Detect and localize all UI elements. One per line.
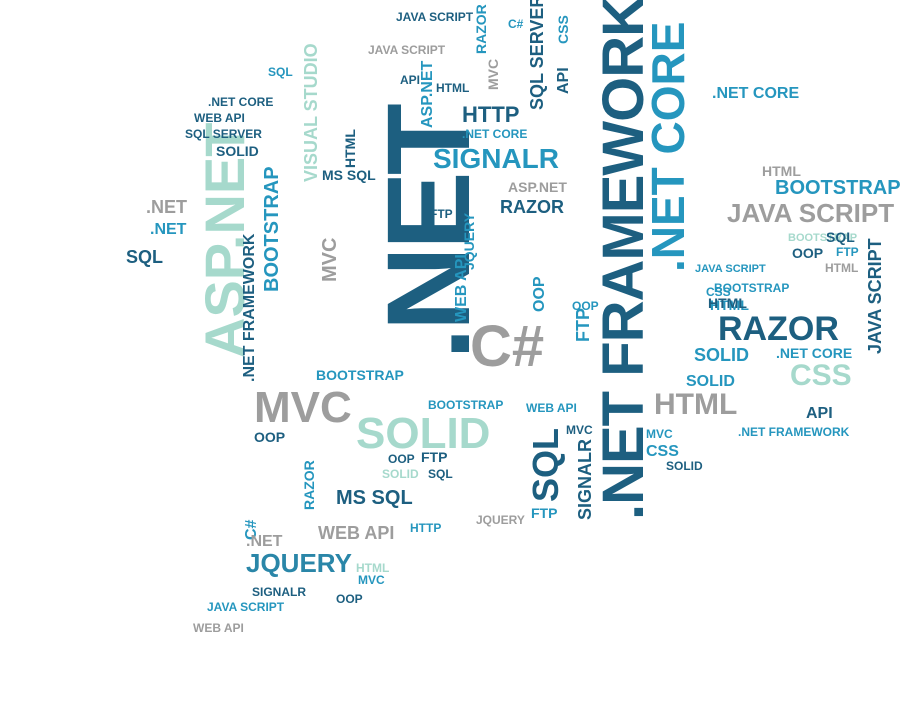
- word-html-vertical: HTML: [342, 129, 358, 168]
- word-sql-large: SQL: [525, 427, 566, 502]
- word-bootstrap-vertical: BOOTSTRAP: [261, 166, 283, 292]
- word-html-large: HTML: [654, 388, 738, 421]
- word-solid-medium-2: SOLID: [686, 373, 735, 390]
- word-web-api-bottom: WEB API: [193, 621, 244, 635]
- word-mvc-medium: MVC: [319, 237, 341, 282]
- word-csharp-large: C#: [470, 314, 545, 379]
- word-http-mid: HTTP: [410, 521, 442, 535]
- word-mvc-large: MVC: [254, 383, 352, 432]
- word-sql-top: SQL: [268, 65, 293, 79]
- word-html-small: HTML: [710, 297, 749, 313]
- word-java-script-vertical: JAVA SCRIPT: [865, 238, 885, 354]
- word-bootstrap: BOOTSTRAP: [775, 177, 901, 199]
- word-visual-studio-vertical: VISUAL STUDIO: [301, 43, 321, 182]
- word-jquery-large: JQUERY: [246, 548, 352, 578]
- word-mvc-mid-2: MVC: [646, 427, 673, 441]
- word-html-right: HTML: [708, 295, 747, 311]
- word-solid-medium: SOLID: [694, 345, 750, 365]
- word-asp-net-mid: ASP.NET: [508, 179, 567, 195]
- word-net-left-grey: .NET: [146, 197, 188, 217]
- word-sql-mid: SQL: [428, 467, 453, 481]
- word-css-medium: CSS: [646, 443, 679, 460]
- word-api-right: API: [806, 405, 833, 422]
- word-api-medium: API: [555, 67, 572, 94]
- word-ms-sql-small: MS SQL: [322, 167, 376, 183]
- word-java-script-top: JAVA SCRIPT: [396, 10, 474, 24]
- word-net-bottom: .NET: [246, 533, 283, 550]
- word-java-script-right: JAVA SCRIPT: [695, 263, 766, 275]
- word-razor-large: RAZOR: [718, 310, 839, 348]
- word-ftp-mid: FTP: [430, 207, 453, 221]
- word-net-framework-vertical: .NET FRAMEWORK: [241, 233, 258, 382]
- word-oop-bottom: OOP: [336, 592, 363, 606]
- word-http: HTTP: [462, 102, 520, 127]
- word-java-script-bottom: JAVA SCRIPT: [207, 600, 285, 614]
- word-net-framework-right: .NET FRAMEWORK: [738, 425, 850, 439]
- word-web-api-left: WEB API: [194, 111, 245, 125]
- word-web-api-mid: WEB API: [526, 401, 577, 415]
- word-bootstrap-small: BOOTSTRAP: [316, 367, 404, 383]
- word-css-mid-right: CSS: [706, 285, 731, 299]
- word-bootstrap-mid: BOOTSTRAP: [714, 281, 790, 295]
- word-net-left: .NET: [150, 221, 187, 238]
- word-solid-left: SOLID: [216, 143, 259, 159]
- word-net-core-right: .NET CORE: [776, 345, 853, 361]
- word-razor-medium: RAZOR: [500, 197, 564, 217]
- word-mvc-mid: MVC: [566, 423, 593, 437]
- word-oop-right: OOP: [792, 245, 824, 261]
- word-sql-server-vertical: SQL SERVER: [527, 0, 547, 110]
- word-razor-vertical: RAZOR: [301, 460, 317, 510]
- word-sql-medium: SQL: [126, 247, 164, 267]
- word-bootstrap-right: BOOTSTRAP: [788, 232, 858, 244]
- word-sql-right: SQL: [826, 229, 855, 245]
- word-sql-server-left: SQL SERVER: [185, 127, 262, 141]
- word-java-script-large: JAVA SCRIPT: [727, 198, 895, 228]
- word-net-core-mid: .NET CORE: [462, 127, 528, 141]
- word-api-small: API: [400, 73, 421, 87]
- word-signalr-vertical: SIGNALR: [575, 439, 595, 520]
- word-css-large: CSS: [790, 359, 852, 392]
- word-ftp-small: FTP: [531, 505, 558, 521]
- word-ftp-right: FTP: [836, 245, 859, 259]
- word-html-top: HTML: [436, 81, 470, 95]
- word-ftp-small-2: FTP: [421, 449, 448, 465]
- word-solid-mid: SOLID: [382, 467, 419, 481]
- word-bootstrap-bottom: BOOTSTRAP: [428, 398, 504, 412]
- word-csharp-top: C#: [508, 17, 524, 31]
- word-signalr-large: SIGNALR: [433, 143, 559, 174]
- word-signalr-bottom: SIGNALR: [252, 585, 306, 599]
- word-oop-medium: OOP: [531, 276, 548, 312]
- word-solid-mid-right: SOLID: [666, 459, 703, 473]
- word-web-api: WEB API: [318, 523, 395, 543]
- word-oop-mid: OOP: [388, 452, 415, 466]
- word-mvc-bottom: MVC: [358, 573, 385, 587]
- word-net-core-vertical-right: .NET CORE: [712, 85, 800, 102]
- word-css-top: CSS: [555, 15, 571, 44]
- word-ftp-vertical: FTP: [573, 308, 593, 342]
- word-asp-net-medium: ASP.NET: [419, 60, 436, 128]
- word-java-script-top-grey: JAVA SCRIPT: [368, 43, 446, 57]
- word-razor-top: RAZOR: [473, 4, 489, 54]
- word-solid-large: SOLID: [356, 409, 491, 458]
- word-jquery-small: JQUERY: [461, 212, 477, 270]
- word-jquery-bottom: JQUERY: [476, 513, 525, 527]
- word-ms-sql: MS SQL: [336, 487, 413, 509]
- word-net-core-small: .NET CORE: [208, 95, 274, 109]
- word-oop-mid-right: OOP: [572, 299, 599, 313]
- word-html-far-right: HTML: [825, 261, 859, 275]
- word-oop-small: OOP: [254, 429, 286, 445]
- word-net-core-large: .NET CORE: [642, 21, 694, 272]
- word-mvc-top: MVC: [485, 58, 501, 90]
- word-html-bottom: HTML: [356, 561, 390, 575]
- word-html-right-grey: HTML: [762, 163, 801, 179]
